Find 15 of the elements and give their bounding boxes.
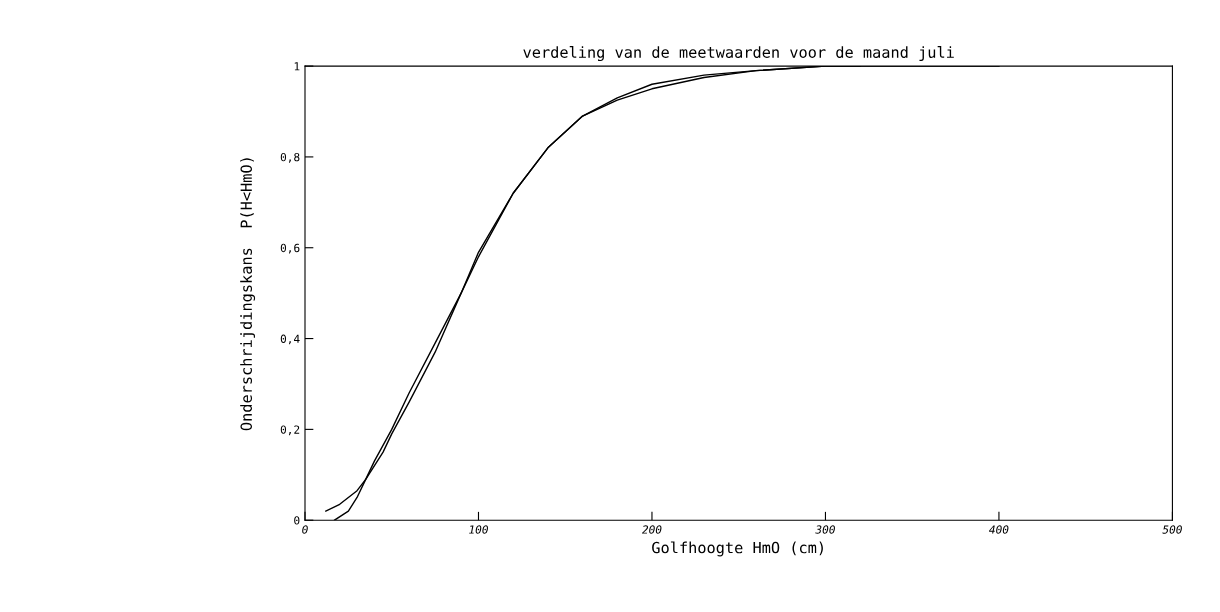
x-tick-label: 300 [815, 525, 835, 534]
chart-title: verdeling van de meetwaarden voor de maand juli [523, 46, 954, 62]
y-tick-label: 0 [294, 516, 300, 525]
y-tick-label: 0,4 [280, 334, 300, 345]
x-tick-label: 500 [1162, 525, 1182, 534]
x-tick-label: 0 [302, 525, 308, 534]
x-tick-label: 400 [989, 525, 1009, 534]
x-axis-title: Golfhoogte HmO (cm) [652, 541, 823, 557]
y-tick-label: 0,2 [280, 425, 300, 436]
x-tick-label: 200 [641, 525, 662, 534]
y-tick-label: 0,6 [280, 243, 300, 254]
y-axis-title: Onderschrijdingskans P(H<HmO) [240, 158, 256, 431]
y-tick-label: 0,8 [280, 152, 300, 163]
y-tick-label: 1 [294, 62, 300, 71]
x-tick-label: 100 [469, 525, 488, 534]
